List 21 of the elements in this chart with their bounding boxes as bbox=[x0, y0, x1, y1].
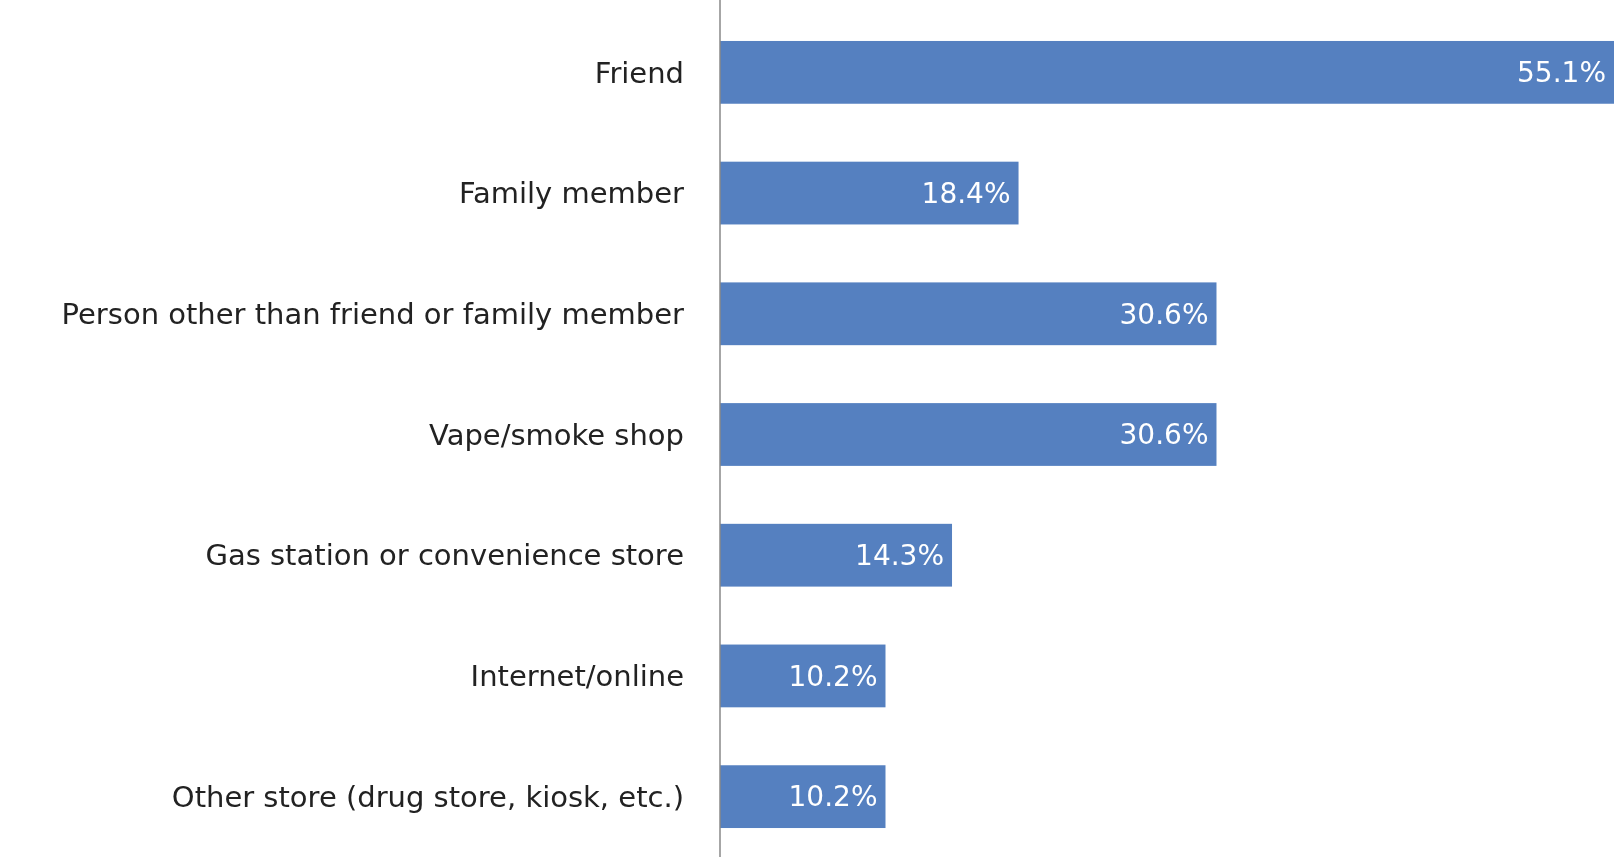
data-label: 10.2% bbox=[788, 659, 878, 693]
y-tick-label: Vape/smoke shop bbox=[429, 417, 684, 452]
data-label: 14.3% bbox=[855, 539, 945, 573]
y-tick-label: Friend bbox=[594, 55, 684, 90]
bar bbox=[720, 644, 886, 708]
y-tick-label: Internet/online bbox=[470, 659, 684, 694]
data-label: 30.6% bbox=[1119, 297, 1209, 331]
y-tick-label: Other store (drug store, kiosk, etc.) bbox=[171, 779, 684, 814]
bar bbox=[720, 282, 1217, 346]
bar bbox=[720, 40, 1614, 104]
data-label: 30.6% bbox=[1119, 418, 1209, 452]
y-tick-label: Gas station or convenience store bbox=[205, 538, 684, 573]
bar bbox=[720, 161, 1019, 225]
data-label: 55.1% bbox=[1517, 56, 1606, 90]
bar bbox=[720, 403, 1217, 466]
y-tick-label: Family member bbox=[458, 176, 685, 211]
y-tick-label: Person other than friend or family member bbox=[61, 296, 685, 331]
bar bbox=[720, 765, 886, 829]
bar bbox=[720, 523, 953, 587]
data-label: 10.2% bbox=[788, 780, 878, 814]
data-label: 18.4% bbox=[921, 176, 1011, 210]
